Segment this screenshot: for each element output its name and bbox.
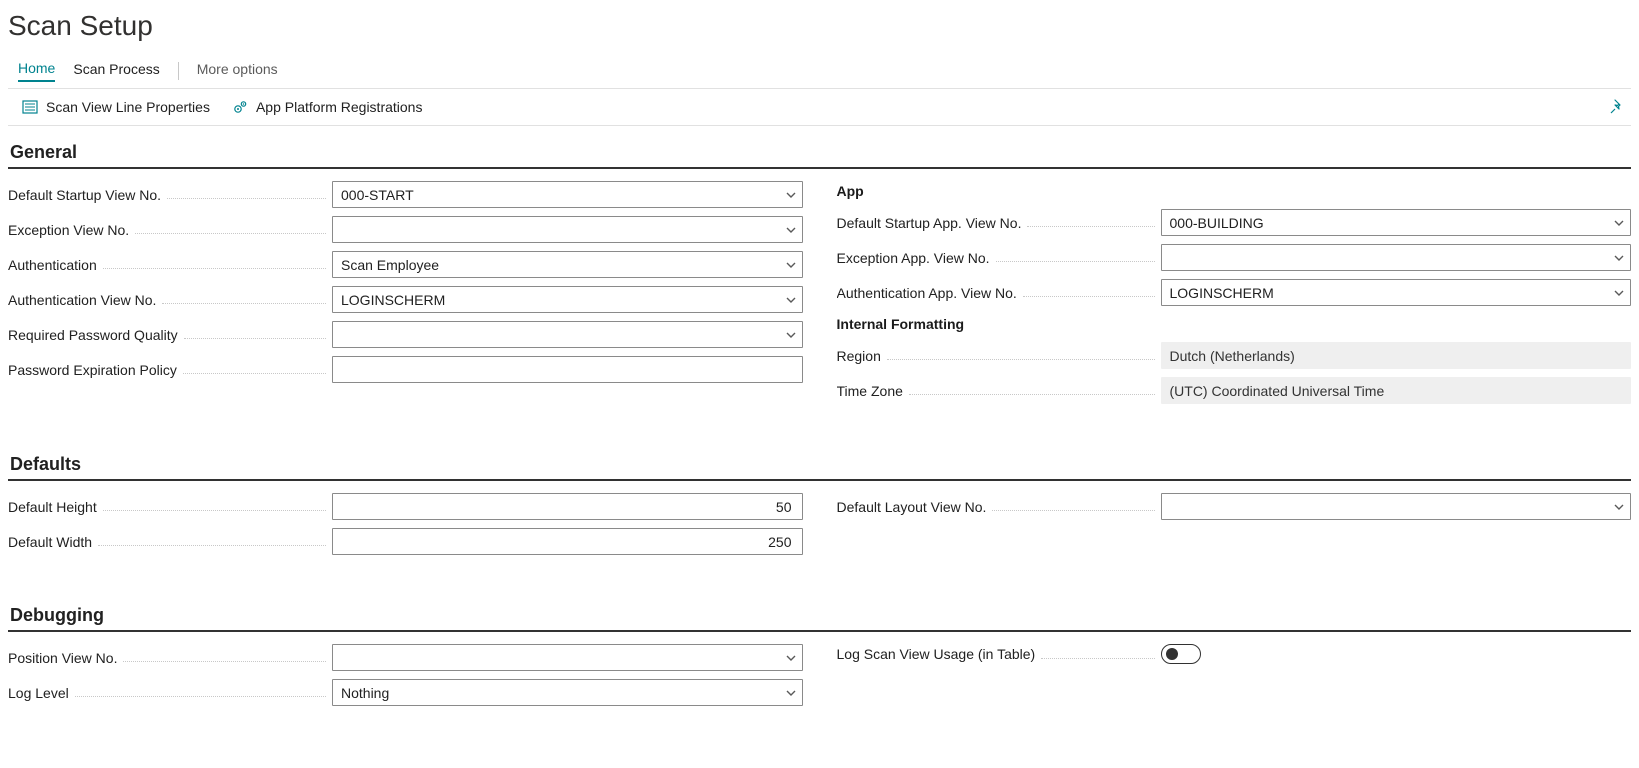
- field-label: Time Zone: [837, 383, 903, 399]
- section-general: General Default Startup View No. Excepti…: [8, 142, 1631, 412]
- exception-app-view-no-input[interactable]: [1161, 244, 1632, 271]
- log-scan-view-usage-toggle[interactable]: [1161, 644, 1201, 664]
- log-level-select[interactable]: [332, 679, 803, 706]
- label-dots: [887, 359, 1155, 360]
- label-dots: [1027, 226, 1154, 227]
- label-dots: [184, 338, 326, 339]
- field-label: Required Password Quality: [8, 327, 178, 343]
- field-label: Default Width: [8, 534, 92, 550]
- default-layout-view-no-input[interactable]: [1161, 493, 1632, 520]
- page-title: Scan Setup: [8, 10, 1631, 42]
- section-divider: [8, 167, 1631, 169]
- action-scan-view-line-properties[interactable]: Scan View Line Properties: [22, 99, 210, 115]
- time-zone-value: (UTC) Coordinated Universal Time: [1161, 377, 1632, 404]
- field-label: Log Scan View Usage (in Table): [837, 646, 1036, 662]
- action-bar: Scan View Line Properties App Platform R…: [8, 89, 1631, 126]
- field-label: Authentication App. View No.: [837, 285, 1017, 301]
- field-label: Authentication View No.: [8, 292, 156, 308]
- field-label: Exception View No.: [8, 222, 129, 238]
- tab-separator: [178, 62, 179, 80]
- tab-bar: Home Scan Process More options: [8, 60, 1631, 89]
- field-label: Region: [837, 348, 881, 364]
- section-defaults: Defaults Default Height Default Width De…: [8, 454, 1631, 563]
- section-title: Defaults: [8, 454, 1631, 475]
- field-label: Position View No.: [8, 650, 117, 666]
- tab-home[interactable]: Home: [18, 60, 55, 82]
- label-dots: [162, 303, 326, 304]
- field-label: Exception App. View No.: [837, 250, 990, 266]
- section-divider: [8, 630, 1631, 632]
- subsection-heading: Internal Formatting: [837, 314, 1632, 334]
- label-dots: [909, 394, 1155, 395]
- section-divider: [8, 479, 1631, 481]
- label-dots: [167, 198, 326, 199]
- field-label: Default Layout View No.: [837, 499, 987, 515]
- default-startup-app-view-no-input[interactable]: [1161, 209, 1632, 236]
- label-dots: [135, 233, 326, 234]
- pin-icon[interactable]: [1609, 99, 1625, 115]
- label-dots: [103, 268, 326, 269]
- list-properties-icon: [22, 99, 38, 115]
- label-dots: [1023, 296, 1155, 297]
- authentication-app-view-no-input[interactable]: [1161, 279, 1632, 306]
- default-startup-view-no-input[interactable]: [332, 181, 803, 208]
- label-dots: [123, 661, 326, 662]
- section-debugging: Debugging Position View No. Log Level: [8, 605, 1631, 714]
- field-label: Password Expiration Policy: [8, 362, 177, 378]
- authentication-view-no-input[interactable]: [332, 286, 803, 313]
- authentication-select[interactable]: [332, 251, 803, 278]
- label-dots: [1041, 658, 1154, 659]
- section-title: Debugging: [8, 605, 1631, 626]
- region-value: Dutch (Netherlands): [1161, 342, 1632, 369]
- tab-more-options[interactable]: More options: [197, 61, 278, 81]
- default-width-input[interactable]: [332, 528, 803, 555]
- section-title: General: [8, 142, 1631, 163]
- required-password-quality-select[interactable]: [332, 321, 803, 348]
- action-app-platform-registrations[interactable]: App Platform Registrations: [232, 99, 423, 115]
- field-label: Log Level: [8, 685, 69, 701]
- position-view-no-input[interactable]: [332, 644, 803, 671]
- field-label: Default Startup View No.: [8, 187, 161, 203]
- label-dots: [98, 545, 326, 546]
- subsection-heading: App: [837, 181, 1632, 201]
- label-dots: [996, 261, 1155, 262]
- gears-icon: [232, 99, 248, 115]
- action-label: Scan View Line Properties: [46, 99, 210, 115]
- field-label: Authentication: [8, 257, 97, 273]
- field-label: Default Height: [8, 499, 97, 515]
- password-expiration-policy-input[interactable]: [332, 356, 803, 383]
- field-label: Default Startup App. View No.: [837, 215, 1022, 231]
- label-dots: [75, 696, 326, 697]
- action-label: App Platform Registrations: [256, 99, 423, 115]
- label-dots: [183, 373, 326, 374]
- tab-scan-process[interactable]: Scan Process: [73, 61, 159, 81]
- exception-view-no-input[interactable]: [332, 216, 803, 243]
- label-dots: [992, 510, 1154, 511]
- label-dots: [103, 510, 326, 511]
- default-height-input[interactable]: [332, 493, 803, 520]
